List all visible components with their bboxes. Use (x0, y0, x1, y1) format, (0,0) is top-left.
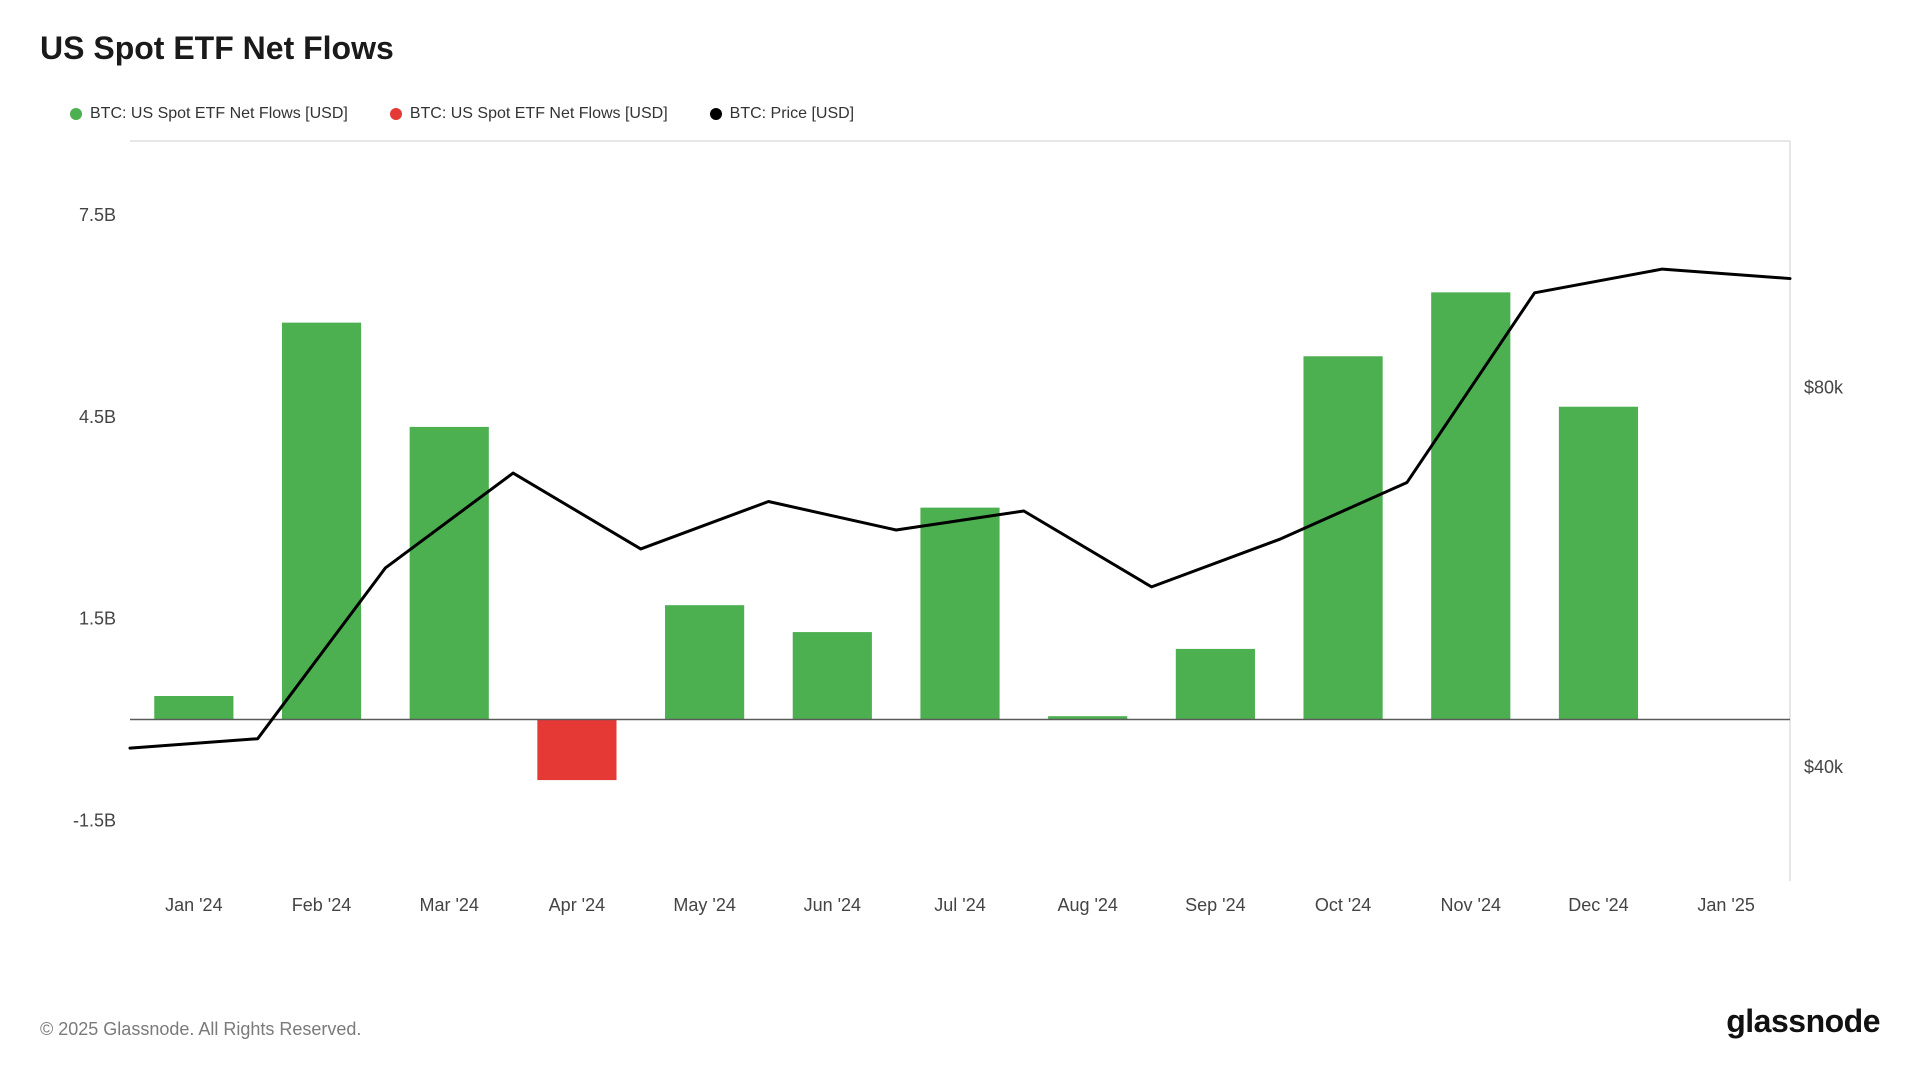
y-right-tick-label: $80k (1804, 378, 1844, 398)
legend-label: BTC: US Spot ETF Net Flows [USD] (410, 105, 668, 123)
bar (793, 632, 872, 719)
bar (1431, 292, 1510, 719)
x-tick-label: Nov '24 (1441, 895, 1501, 915)
y-left-tick-label: 4.5B (79, 407, 116, 427)
x-tick-label: Jul '24 (934, 895, 985, 915)
bar (1559, 407, 1638, 720)
bar (1303, 356, 1382, 719)
x-tick-label: Jun '24 (804, 895, 861, 915)
chart-title: US Spot ETF Net Flows (40, 30, 1880, 67)
x-tick-label: Sep '24 (1185, 895, 1246, 915)
legend-dot-icon (390, 108, 402, 120)
legend: BTC: US Spot ETF Net Flows [USD] BTC: US… (40, 105, 1880, 123)
x-tick-label: Oct '24 (1315, 895, 1371, 915)
bar (1176, 649, 1255, 720)
legend-item-positive: BTC: US Spot ETF Net Flows [USD] (70, 105, 348, 123)
bar (410, 427, 489, 720)
x-tick-label: Jan '25 (1697, 895, 1754, 915)
x-tick-label: Dec '24 (1568, 895, 1628, 915)
x-tick-label: Mar '24 (419, 895, 478, 915)
x-tick-label: Aug '24 (1057, 895, 1118, 915)
legend-dot-icon (70, 108, 82, 120)
y-left-tick-label: 1.5B (79, 609, 116, 629)
bar (920, 508, 999, 720)
bar (282, 323, 361, 720)
legend-label: BTC: US Spot ETF Net Flows [USD] (90, 105, 348, 123)
chart-svg: -1.5B 1.5B 4.5B 7.5B $40k $80k Jan '24 Feb '24 M… (40, 137, 1880, 927)
y-left-tick-label: 7.5B (79, 205, 116, 225)
legend-item-negative: BTC: US Spot ETF Net Flows [USD] (390, 105, 668, 123)
brand-logo: glassnode (1726, 1003, 1880, 1040)
legend-item-price: BTC: Price [USD] (710, 105, 854, 123)
x-tick-label: Apr '24 (549, 895, 605, 915)
x-tick-label: Feb '24 (292, 895, 351, 915)
chart-area: -1.5B 1.5B 4.5B 7.5B $40k $80k Jan '24 Feb '24 M… (40, 137, 1880, 927)
copyright-text: © 2025 Glassnode. All Rights Reserved. (40, 1019, 361, 1040)
bar (537, 720, 616, 781)
y-right-tick-label: $40k (1804, 757, 1844, 777)
bar (154, 696, 233, 720)
bar (665, 605, 744, 719)
x-tick-label: Jan '24 (165, 895, 222, 915)
y-left-tick-label: -1.5B (73, 810, 116, 830)
legend-label: BTC: Price [USD] (730, 105, 854, 123)
legend-dot-icon (710, 108, 722, 120)
x-tick-label: May '24 (673, 895, 735, 915)
